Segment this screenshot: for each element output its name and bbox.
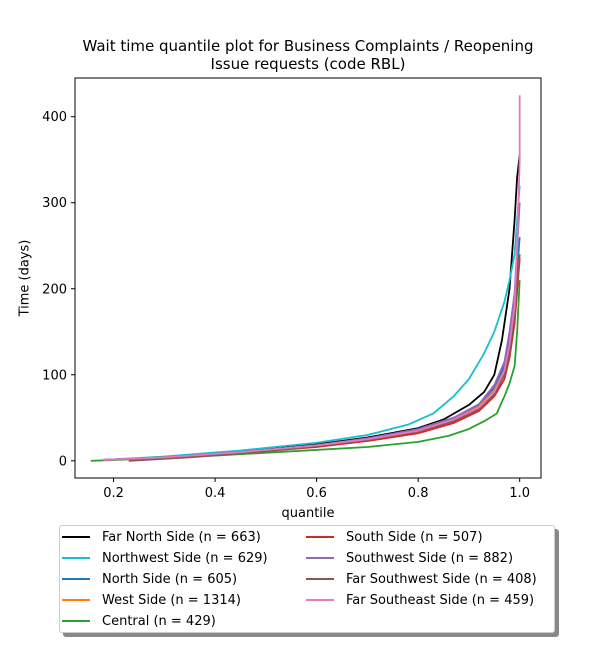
x-tick-label: 0.6	[306, 486, 327, 501]
series-line-5	[103, 258, 521, 461]
chart-title-line-2: Issue requests (code RBL)	[210, 55, 406, 73]
series-line-7	[128, 254, 521, 462]
legend-label: Far Southwest Side (n = 408)	[346, 571, 537, 587]
x-tick-label: 0.4	[205, 486, 226, 501]
legend-swatch	[306, 536, 334, 538]
legend-item: Central (n = 429)	[62, 612, 216, 630]
chart-title-line-1: Wait time quantile plot for Business Com…	[82, 37, 534, 55]
legend-item: North Side (n = 605)	[62, 570, 237, 588]
legend-swatch	[62, 599, 90, 601]
x-axis-label: quantile	[281, 506, 335, 521]
y-axis-label: Time (days)	[17, 239, 33, 317]
legend-label: Northwest Side (n = 629)	[102, 550, 268, 566]
axes-frame	[74, 77, 542, 479]
legend-item: Northwest Side (n = 629)	[62, 549, 268, 567]
legend-item: Far Southeast Side (n = 459)	[306, 591, 534, 609]
legend-swatch	[62, 536, 90, 538]
x-tick-label: 1.0	[509, 486, 530, 501]
series-lines	[90, 95, 521, 462]
y-tick-label: 0	[59, 454, 67, 469]
legend-label: Southwest Side (n = 882)	[346, 550, 514, 566]
legend-swatch	[306, 578, 334, 580]
series-line-8	[103, 95, 521, 461]
series-line-2	[103, 237, 521, 461]
legend-item: Far Southwest Side (n = 408)	[306, 570, 537, 588]
legend-label: Central (n = 429)	[102, 613, 216, 629]
y-tick-label: 100	[42, 368, 67, 383]
legend-label: West Side (n = 1314)	[102, 592, 241, 608]
legend-item: Far North Side (n = 663)	[62, 528, 261, 546]
legend-label: Far North Side (n = 663)	[102, 529, 261, 545]
legend: Far North Side (n = 663) Northwest Side (…	[59, 525, 555, 633]
legend-item: West Side (n = 1314)	[62, 591, 241, 609]
legend-swatch	[306, 557, 334, 559]
legend-swatch	[62, 578, 90, 580]
legend-swatch	[306, 599, 334, 601]
y-tick-label: 300	[42, 196, 67, 211]
legend-item: Southwest Side (n = 882)	[306, 549, 513, 567]
legend-swatch	[62, 557, 90, 559]
y-axis-ticks: 0 100 200 300 400	[42, 110, 75, 469]
legend-swatch	[62, 620, 90, 622]
series-line-0	[103, 155, 521, 461]
series-line-4	[90, 280, 521, 462]
series-line-1	[103, 185, 521, 461]
legend-label: North Side (n = 605)	[102, 571, 238, 587]
y-tick-label: 400	[42, 110, 67, 125]
legend-label: Far Southeast Side (n = 459)	[346, 592, 535, 608]
legend-label: South Side (n = 507)	[346, 529, 483, 545]
y-tick-label: 200	[42, 282, 67, 297]
series-line-3	[103, 254, 521, 461]
legend-item: South Side (n = 507)	[306, 528, 483, 546]
x-tick-label: 0.8	[408, 486, 429, 501]
x-axis-ticks: 0.2 0.4 0.6 0.8 1.0	[103, 478, 530, 501]
x-tick-label: 0.2	[103, 486, 124, 501]
